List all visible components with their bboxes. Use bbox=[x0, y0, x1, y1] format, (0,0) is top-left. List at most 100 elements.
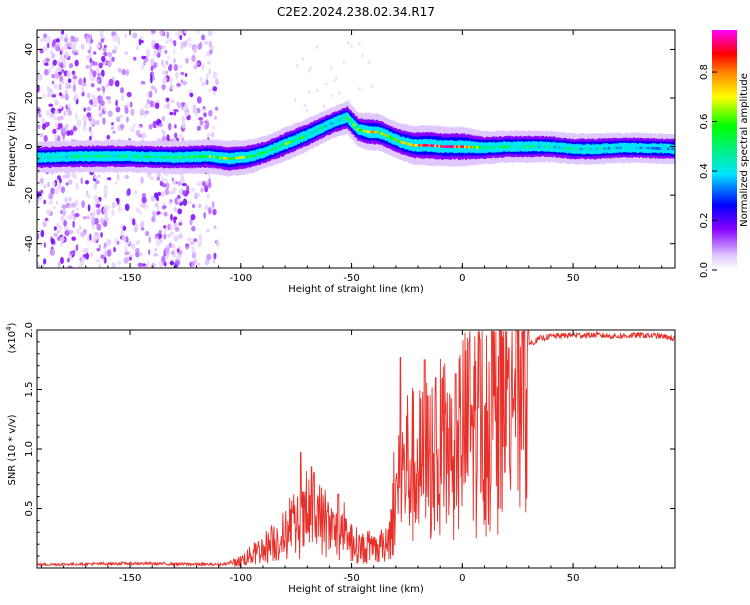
heatmap-cell bbox=[49, 112, 54, 119]
heatmap-cell bbox=[141, 196, 147, 204]
heatmap-cell bbox=[166, 102, 170, 109]
heatmap-cell bbox=[137, 262, 143, 268]
heatmap-cell bbox=[49, 49, 54, 55]
heatmap-cell bbox=[79, 77, 82, 85]
heatmap-cell bbox=[54, 137, 58, 142]
heatmap-cell bbox=[63, 110, 67, 117]
heatmap-cell bbox=[43, 134, 48, 142]
x-tick-label: -150 bbox=[119, 573, 142, 584]
heatmap-cell bbox=[75, 244, 79, 252]
heatmap-cell bbox=[58, 83, 62, 91]
heatmap-cell bbox=[193, 238, 198, 242]
x-tick-label: 0 bbox=[459, 273, 465, 284]
heatmap-cell bbox=[102, 207, 108, 215]
heatmap-cell bbox=[164, 247, 170, 254]
heatmap-cell bbox=[208, 88, 211, 93]
heatmap-cell bbox=[162, 77, 167, 86]
heatmap-cell bbox=[136, 239, 141, 244]
heatmap-cell bbox=[124, 245, 128, 254]
heatmap-cell bbox=[163, 224, 167, 229]
colorbar-tick-label: 0.2 bbox=[699, 213, 710, 229]
heatmap-cell bbox=[42, 92, 46, 99]
heatmap-cell bbox=[45, 209, 52, 216]
heatmap-cell bbox=[182, 30, 187, 34]
spectrogram-plot bbox=[37, 30, 675, 268]
heatmap-cell bbox=[43, 258, 47, 265]
heatmap-cell bbox=[37, 199, 40, 205]
heatmap-cell bbox=[179, 64, 183, 69]
heatmap-cell bbox=[191, 251, 197, 259]
heatmap-cell bbox=[59, 34, 64, 42]
heatmap-cell bbox=[103, 106, 107, 112]
heatmap-cell bbox=[134, 223, 138, 227]
heatmap-cell bbox=[86, 92, 91, 99]
heatmap-cell bbox=[97, 174, 101, 179]
heatmap-cell bbox=[137, 134, 143, 138]
heatmap-cell bbox=[72, 220, 75, 229]
heatmap-cell bbox=[149, 100, 154, 108]
heatmap-cell bbox=[151, 216, 156, 223]
heatmap-cell bbox=[93, 61, 98, 66]
heatmap-cell bbox=[141, 263, 147, 267]
heatmap-cell bbox=[90, 83, 95, 88]
heatmap-cell bbox=[199, 76, 203, 82]
heatmap-cell bbox=[95, 203, 101, 208]
heatmap-cell bbox=[67, 265, 73, 268]
heatmap-cell bbox=[206, 253, 212, 261]
heatmap-cell bbox=[50, 238, 55, 245]
heatmap-cell bbox=[164, 188, 169, 196]
heatmap-cell bbox=[60, 215, 65, 223]
heatmap-cell bbox=[41, 118, 46, 126]
heatmap-cell bbox=[103, 256, 107, 264]
x-tick-label: -50 bbox=[343, 573, 359, 584]
heatmap-cell bbox=[181, 115, 185, 123]
heatmap-cell bbox=[322, 104, 326, 108]
heatmap-cell bbox=[169, 84, 174, 90]
heatmap-cell bbox=[213, 225, 217, 229]
heatmap-cell bbox=[130, 216, 133, 222]
heatmap-cell bbox=[187, 200, 193, 205]
heatmap-cell bbox=[104, 217, 110, 222]
heatmap-cell bbox=[196, 96, 202, 104]
heatmap-cell bbox=[168, 38, 173, 43]
heatmap-cell bbox=[358, 87, 361, 91]
heatmap-cell bbox=[191, 225, 196, 232]
heatmap-cell bbox=[106, 205, 110, 210]
heatmap-cell bbox=[120, 230, 124, 236]
heatmap-cell bbox=[100, 254, 105, 260]
heatmap-cell bbox=[182, 190, 188, 196]
heatmap-cell bbox=[161, 205, 167, 210]
heatmap-cell bbox=[74, 59, 79, 67]
heatmap-cell bbox=[181, 182, 187, 187]
heatmap-cell bbox=[37, 260, 40, 268]
colorbar-tick-label: 0.6 bbox=[699, 114, 710, 130]
heatmap-cell bbox=[135, 251, 140, 258]
heatmap-cell bbox=[60, 127, 66, 134]
heatmap-cell bbox=[347, 41, 350, 45]
heatmap-cell bbox=[126, 189, 130, 197]
heatmap-cell bbox=[100, 74, 103, 82]
heatmap-cell bbox=[66, 103, 71, 109]
heatmap-cell bbox=[124, 51, 129, 56]
heatmap-cell bbox=[370, 84, 374, 88]
heatmap-cell bbox=[76, 119, 82, 127]
heatmap-cell bbox=[211, 201, 215, 209]
heatmap-cell bbox=[135, 45, 140, 51]
heatmap-cell bbox=[166, 31, 170, 39]
heatmap-cell bbox=[114, 238, 118, 246]
heatmap-cell bbox=[119, 124, 125, 129]
heatmap-cell bbox=[103, 188, 108, 195]
heatmap-cell bbox=[132, 32, 138, 39]
x-tick-label: -100 bbox=[229, 273, 252, 284]
heatmap-cell bbox=[85, 64, 89, 69]
y-tick-label: 0.5 bbox=[24, 501, 35, 517]
svg-text:(x104): (x104) bbox=[5, 322, 18, 353]
heatmap-cell bbox=[46, 94, 51, 98]
heatmap-cell bbox=[293, 98, 297, 103]
heatmap-cell bbox=[55, 201, 59, 205]
heatmap-cell bbox=[195, 192, 200, 198]
heatmap-cell bbox=[193, 64, 198, 70]
heatmap-cell bbox=[88, 53, 92, 60]
heatmap-cell bbox=[208, 40, 213, 48]
heatmap-cell bbox=[330, 66, 333, 70]
